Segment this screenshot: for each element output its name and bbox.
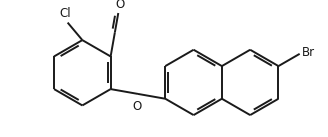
Text: O: O — [115, 0, 125, 11]
Text: O: O — [133, 100, 142, 113]
Text: Cl: Cl — [59, 7, 71, 20]
Text: Br: Br — [302, 46, 315, 59]
